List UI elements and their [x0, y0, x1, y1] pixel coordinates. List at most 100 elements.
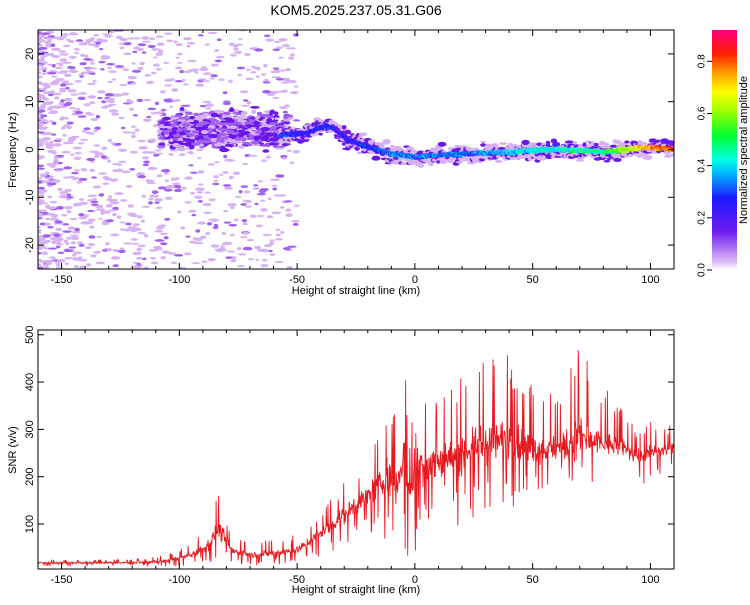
x-tick-label: -50: [289, 274, 305, 286]
heatmap-cell: [213, 109, 223, 113]
heatmap-cell: [624, 140, 630, 144]
heatmap-cell: [144, 74, 152, 77]
heatmap-cell: [105, 241, 110, 246]
heatmap-cell: [157, 49, 164, 53]
heatmap-cell: [75, 107, 81, 111]
heatmap-cell: [237, 145, 246, 149]
heatmap-cell: [293, 33, 299, 37]
heatmap-cell: [196, 139, 206, 144]
snr-series-line: [38, 349, 674, 567]
heatmap-cell: [223, 221, 232, 224]
heatmap-cell: [117, 249, 126, 253]
heatmap-cell: [172, 142, 180, 148]
heatmap-cell: [62, 33, 69, 37]
heatmap-cell: [358, 132, 368, 137]
heatmap-cell: [286, 47, 297, 50]
heatmap-cell: [98, 172, 107, 175]
heatmap-cell: [206, 222, 213, 226]
heatmap-cell: [141, 151, 150, 154]
heatmap-cell: [285, 213, 293, 217]
heatmap-cell: [116, 215, 122, 219]
heatmap-cell: [318, 132, 323, 136]
heatmap-cell: [58, 89, 67, 93]
heatmap-cell: [83, 103, 91, 107]
heatmap-cell: [156, 174, 163, 178]
heatmap-cell: [155, 206, 163, 209]
heatmap-cell: [258, 189, 267, 194]
heatmap-cell: [199, 126, 207, 131]
heatmap-cell: [166, 39, 173, 43]
heatmap-cell: [223, 100, 231, 103]
heatmap-cell: [263, 79, 270, 82]
heatmap-cell: [127, 75, 138, 80]
heatmap-cell: [38, 235, 43, 239]
heatmap-cell: [47, 226, 54, 229]
heatmap-cell: [240, 203, 247, 206]
heatmap-cell: [242, 162, 249, 166]
heatmap-cell: [46, 39, 52, 44]
heatmap-cell: [184, 111, 193, 115]
heatmap-cell: [250, 109, 257, 114]
heatmap-cell: [38, 64, 43, 68]
heatmap-cell: [268, 137, 279, 142]
heatmap-cell: [162, 61, 170, 64]
heatmap-cell: [123, 52, 132, 56]
heatmap-cell: [236, 119, 245, 123]
snr-y-label: SNR (v/v): [7, 426, 19, 474]
heatmap-cell: [132, 114, 139, 117]
heatmap-cell: [177, 61, 183, 64]
heatmap-cell: [260, 73, 267, 76]
heatmap-cell: [210, 137, 217, 143]
heatmap-cell: [281, 44, 290, 48]
heatmap-cell: [262, 233, 272, 237]
heatmap-cell: [262, 258, 268, 262]
heatmap-cell: [52, 92, 62, 96]
heatmap-cell: [38, 125, 44, 129]
heatmap-cell: [197, 183, 204, 186]
heatmap-cell: [111, 112, 120, 115]
heatmap-cell: [190, 59, 197, 63]
heatmap-cell: [52, 159, 59, 163]
heatmap-cell: [261, 144, 266, 147]
heatmap-cell: [286, 149, 292, 152]
heatmap-cell: [62, 134, 67, 137]
heatmap-cell: [136, 98, 144, 102]
heatmap-cell: [142, 156, 149, 160]
heatmap-cell: [46, 107, 54, 111]
heatmap-cell: [283, 116, 289, 120]
heatmap-cell: [68, 69, 79, 73]
heatmap-cell: [42, 98, 50, 101]
heatmap-cell: [117, 163, 122, 166]
heatmap-cell: [247, 137, 255, 141]
heatmap-cell: [201, 66, 207, 69]
heatmap-cell: [38, 186, 45, 190]
heatmap-cell: [60, 99, 65, 103]
heatmap-cell: [247, 154, 258, 157]
heatmap-cell: [92, 79, 97, 83]
heatmap-cell: [39, 240, 49, 245]
heatmap-cell: [207, 257, 216, 262]
heatmap-cell: [79, 62, 87, 66]
heatmap-cell: [201, 260, 208, 263]
heatmap-cell: [165, 184, 175, 189]
heatmap-cell: [38, 58, 44, 62]
heatmap-cell: [127, 226, 136, 230]
heatmap-cell: [68, 33, 79, 36]
heatmap-cell: [67, 90, 76, 93]
heatmap-cell: [197, 79, 205, 83]
heatmap-cell: [197, 221, 206, 225]
heatmap-cell: [68, 136, 73, 141]
heatmap-cell: [59, 191, 69, 195]
heatmap-cell: [55, 243, 64, 246]
heatmap-cell: [450, 157, 456, 161]
heatmap-cell: [97, 96, 103, 100]
heatmap-cell: [98, 60, 106, 64]
heatmap-cell: [275, 174, 285, 178]
heatmap-cell: [260, 264, 269, 268]
heatmap-cell: [280, 81, 290, 84]
heatmap-cell: [152, 153, 160, 157]
heatmap-cell: [191, 213, 197, 217]
heatmap-cell: [151, 71, 157, 75]
heatmap-cell: [282, 110, 288, 114]
heatmap-cell: [45, 42, 52, 46]
